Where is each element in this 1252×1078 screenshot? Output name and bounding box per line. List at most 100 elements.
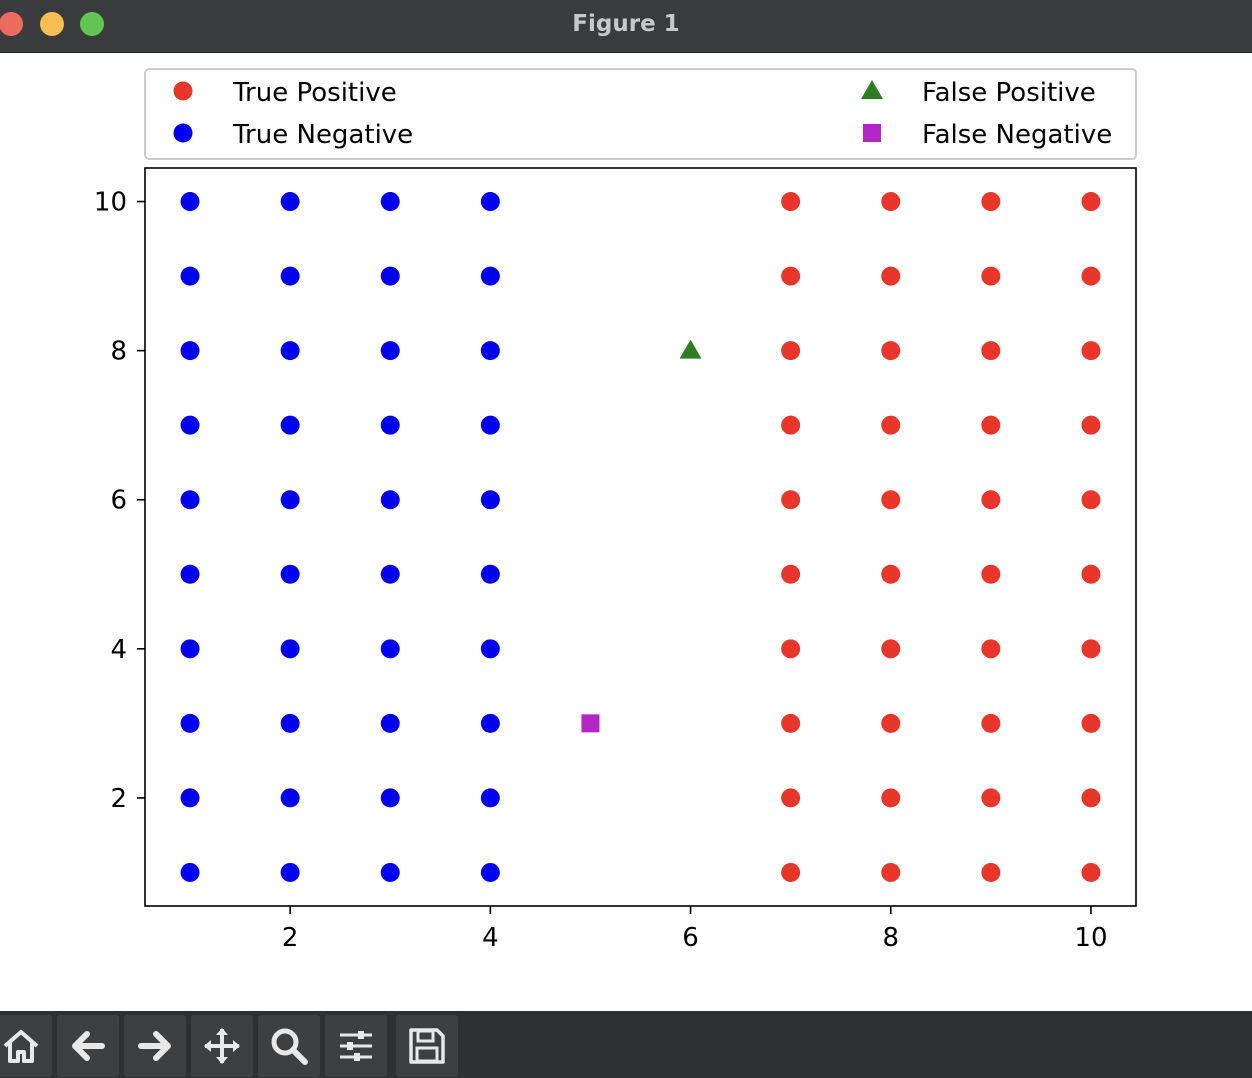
true-negative-point xyxy=(280,266,300,286)
true-negative-point xyxy=(180,415,200,435)
x-tick-label: 10 xyxy=(1074,923,1107,953)
true-positive-point xyxy=(781,639,801,659)
true-negative-point xyxy=(280,788,300,808)
false-negative-point xyxy=(581,714,600,733)
true-negative-point xyxy=(180,713,200,733)
magnifier-icon xyxy=(271,1028,308,1065)
navigation-toolbar xyxy=(0,1011,1252,1078)
true-positive-point xyxy=(1081,713,1101,733)
y-tick-label: 10 xyxy=(94,188,127,218)
true-negative-point xyxy=(380,266,400,286)
true-positive-point xyxy=(981,192,1001,212)
legend-marker-true-positive xyxy=(173,81,193,101)
x-tick-label: 4 xyxy=(482,923,499,953)
legend-marker-true-negative xyxy=(173,123,193,143)
series-true-positive xyxy=(781,192,1101,882)
x-tick-label: 6 xyxy=(682,923,699,953)
y-tick-label: 8 xyxy=(110,337,127,367)
true-negative-point xyxy=(280,713,300,733)
true-negative-point xyxy=(380,788,400,808)
legend-label-true-positive: True Positive xyxy=(232,78,397,108)
legend-label-false-positive: False Positive xyxy=(922,78,1096,108)
true-negative-point xyxy=(480,713,500,733)
data-points xyxy=(180,192,1101,882)
true-positive-point xyxy=(881,341,901,361)
window-titlebar: Figure 1 xyxy=(0,0,1252,53)
true-negative-point xyxy=(380,341,400,361)
true-negative-point xyxy=(480,266,500,286)
forward-button[interactable] xyxy=(124,1015,186,1077)
true-positive-point xyxy=(781,192,801,212)
true-negative-point xyxy=(380,713,400,733)
true-negative-point xyxy=(480,564,500,584)
zoom-window-button[interactable] xyxy=(80,12,104,36)
true-positive-point xyxy=(781,788,801,808)
true-negative-point xyxy=(380,192,400,212)
true-positive-point xyxy=(1081,788,1101,808)
true-negative-point xyxy=(480,341,500,361)
true-negative-point xyxy=(180,192,200,212)
home-button[interactable] xyxy=(0,1015,52,1077)
true-positive-point xyxy=(781,415,801,435)
true-negative-point xyxy=(380,490,400,510)
true-negative-point xyxy=(280,490,300,510)
true-positive-point xyxy=(881,490,901,510)
true-positive-point xyxy=(981,639,1001,659)
true-negative-point xyxy=(280,564,300,584)
true-positive-point xyxy=(881,564,901,584)
true-negative-point xyxy=(380,639,400,659)
true-positive-point xyxy=(981,862,1001,882)
arrow-right-icon xyxy=(138,1031,171,1061)
true-negative-point xyxy=(180,564,200,584)
true-negative-point xyxy=(280,415,300,435)
true-positive-point xyxy=(1081,341,1101,361)
true-negative-point xyxy=(180,788,200,808)
true-negative-point xyxy=(280,862,300,882)
save-button[interactable] xyxy=(396,1015,458,1077)
minimize-window-button[interactable] xyxy=(40,12,64,36)
true-positive-point xyxy=(881,192,901,212)
true-positive-point xyxy=(781,490,801,510)
legend-label-false-negative: False Negative xyxy=(922,120,1112,150)
move-icon xyxy=(204,1028,240,1064)
legend-marker-false-positive xyxy=(861,80,883,99)
true-positive-point xyxy=(781,564,801,584)
true-positive-point xyxy=(1081,192,1101,212)
true-positive-point xyxy=(981,490,1001,510)
arrow-left-icon xyxy=(72,1031,105,1061)
back-button[interactable] xyxy=(57,1015,119,1077)
series-false-positive xyxy=(679,339,702,359)
true-negative-point xyxy=(280,341,300,361)
configure-subplots-button[interactable] xyxy=(325,1015,387,1077)
true-negative-point xyxy=(380,862,400,882)
true-positive-point xyxy=(881,862,901,882)
true-positive-point xyxy=(881,788,901,808)
true-negative-point xyxy=(480,788,500,808)
true-positive-point xyxy=(981,266,1001,286)
legend-marker-false-negative xyxy=(863,124,881,142)
true-positive-point xyxy=(1081,639,1101,659)
true-positive-point xyxy=(1081,564,1101,584)
true-positive-point xyxy=(781,341,801,361)
zoom-button[interactable] xyxy=(258,1015,320,1077)
legend-box xyxy=(144,68,1137,160)
true-positive-point xyxy=(1081,415,1101,435)
true-negative-point xyxy=(480,415,500,435)
true-positive-point xyxy=(1081,266,1101,286)
true-positive-point xyxy=(781,266,801,286)
pan-button[interactable] xyxy=(191,1015,253,1077)
close-window-button[interactable] xyxy=(0,12,23,36)
false-positive-point xyxy=(679,339,702,359)
home-icon xyxy=(3,1030,39,1063)
true-negative-point xyxy=(480,639,500,659)
window-title: Figure 1 xyxy=(572,11,680,37)
y-tick-label: 6 xyxy=(110,486,127,516)
true-negative-point xyxy=(480,192,500,212)
true-negative-point xyxy=(480,490,500,510)
x-tick-label: 8 xyxy=(882,923,899,953)
floppy-disk-icon xyxy=(409,1028,445,1064)
series-false-negative xyxy=(581,714,600,733)
true-negative-point xyxy=(180,341,200,361)
true-positive-point xyxy=(981,415,1001,435)
true-negative-point xyxy=(180,266,200,286)
